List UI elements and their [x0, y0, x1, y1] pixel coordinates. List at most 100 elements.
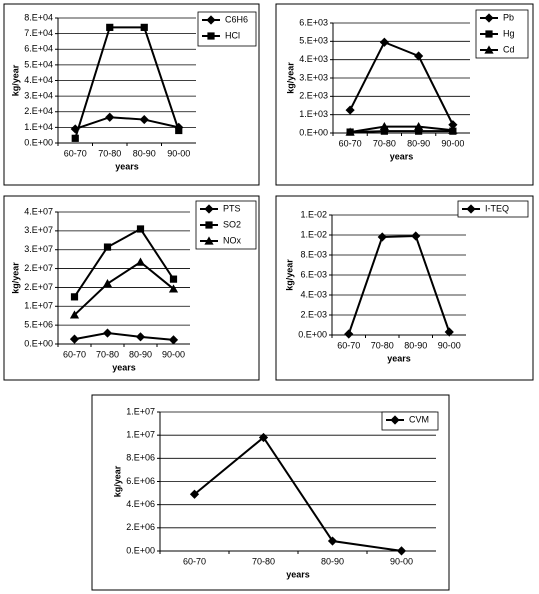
marker — [168, 284, 179, 293]
legend-label: PTS — [223, 203, 241, 213]
marker — [327, 536, 338, 546]
y-tick-label: 5.E+03 — [299, 36, 328, 46]
marker — [102, 279, 113, 288]
chart-panel: 0.E+00 1.E+03 2.E+03 3.E+03 4.E+03 5.E+03 6.E+… — [275, 3, 534, 186]
marker — [69, 334, 80, 344]
marker — [444, 327, 454, 337]
series-line — [73, 260, 175, 316]
chart-panel: 0.E+00 2.E-03 4.E-03 6.E-03 8.E-03 1.E-02 1.E-… — [275, 195, 534, 381]
legend-label: NOx — [223, 235, 242, 245]
legend-marker — [485, 30, 493, 38]
y-tick-label: 6.E+06 — [126, 476, 155, 486]
y-tick-label: 2.E+06 — [126, 522, 155, 532]
y-tick-label: 1.E+04 — [24, 122, 53, 132]
x-axis-title: years — [286, 569, 310, 579]
legend-box — [457, 200, 529, 218]
legend-marker — [207, 32, 215, 40]
y-tick-label: 6.E+04 — [24, 44, 53, 54]
marker — [70, 293, 79, 301]
y-tick-label: 3.E+04 — [24, 91, 53, 101]
y-axis-title: kg/year — [112, 465, 122, 497]
legend-box — [197, 11, 257, 47]
y-tick-label: 3.E+03 — [299, 72, 328, 82]
chart-panel: 0.E+00 1.E+04 2.E+04 3.E+04 4.E+04 5.E+04 6.E+… — [3, 3, 260, 186]
marker — [345, 127, 355, 136]
marker — [103, 243, 112, 251]
y-axis-title: kg/year — [285, 62, 295, 94]
x-tick-label: 70-80 — [98, 148, 121, 158]
marker — [396, 546, 407, 556]
legend-label: HCl — [225, 30, 240, 40]
y-tick-label: 0.E+00 — [24, 338, 53, 348]
series-line — [349, 125, 453, 134]
marker — [106, 23, 114, 31]
y-tick-label: 6.E-03 — [300, 269, 327, 279]
legend-label: Hg — [503, 28, 515, 38]
y-tick-label: 1.E+03 — [299, 109, 328, 119]
y-tick-label: 4.E+03 — [299, 54, 328, 64]
legend-label: CVM — [409, 414, 429, 424]
x-tick-label: 80-90 — [133, 148, 156, 158]
marker — [379, 37, 389, 47]
x-axis-title: years — [112, 362, 136, 372]
y-tick-label: 6.E+03 — [299, 17, 328, 27]
series-line — [74, 116, 179, 130]
marker — [189, 489, 200, 499]
legend-marker — [390, 415, 400, 425]
y-tick-label: 7.E+04 — [24, 28, 53, 38]
marker — [136, 225, 145, 233]
chart-panel: 0.E+00 2.E+06 4.E+06 6.E+06 8.E+06 1.E+07 1.E+… — [91, 394, 450, 591]
marker — [415, 127, 423, 135]
marker — [139, 114, 149, 125]
marker — [140, 23, 148, 31]
y-tick-label: 1.E+07 — [126, 430, 155, 440]
y-tick-label: 0.E+00 — [24, 137, 53, 147]
marker — [71, 134, 79, 142]
marker — [379, 121, 389, 131]
marker — [448, 120, 458, 130]
marker — [414, 121, 424, 131]
x-tick-label: 60-70 — [63, 349, 86, 359]
marker — [169, 275, 178, 283]
marker — [377, 232, 387, 242]
series-line — [349, 40, 454, 126]
x-tick-label: 80-90 — [404, 340, 427, 350]
x-tick-label: 70-80 — [96, 349, 119, 359]
x-axis-title: years — [387, 353, 411, 363]
panel-frame — [275, 195, 534, 381]
y-tick-label: 4.E+07 — [24, 206, 53, 216]
y-tick-label: 2.E+07 — [24, 282, 53, 292]
legend-label: I-TEQ — [485, 203, 509, 213]
y-tick-label: 1.E+07 — [126, 406, 155, 416]
y-tick-label: 5.E+06 — [24, 320, 53, 330]
legend-label: C6H6 — [225, 14, 248, 24]
marker — [135, 257, 146, 266]
y-tick-label: 2.E+03 — [299, 91, 328, 101]
y-tick-label: 2.E+07 — [24, 263, 53, 273]
x-tick-label: 80-90 — [321, 556, 344, 566]
marker — [105, 112, 115, 122]
series-line — [73, 227, 175, 298]
y-axis-title: kg/year — [284, 259, 294, 291]
legend-marker — [484, 13, 494, 23]
y-tick-label: 5.E+04 — [24, 59, 53, 69]
legend-label: SO2 — [223, 219, 241, 229]
series-line — [350, 130, 453, 134]
legend-marker — [205, 221, 213, 229]
legend-marker — [204, 236, 214, 245]
x-tick-label: 80-90 — [407, 138, 430, 148]
marker — [380, 127, 388, 135]
y-axis-title: kg/year — [10, 262, 20, 294]
legend-label: Pb — [503, 12, 514, 22]
marker — [102, 328, 113, 338]
x-tick-label: 90-00 — [441, 138, 464, 148]
y-tick-label: 4.E-03 — [300, 289, 327, 299]
y-tick-label: 1.E-02 — [300, 209, 327, 219]
y-tick-label: 4.E+04 — [24, 75, 53, 85]
x-axis-title: years — [115, 161, 139, 171]
legend-marker — [206, 15, 216, 25]
marker — [70, 124, 80, 134]
x-tick-label: 70-80 — [252, 556, 275, 566]
x-tick-label: 70-80 — [373, 138, 396, 148]
